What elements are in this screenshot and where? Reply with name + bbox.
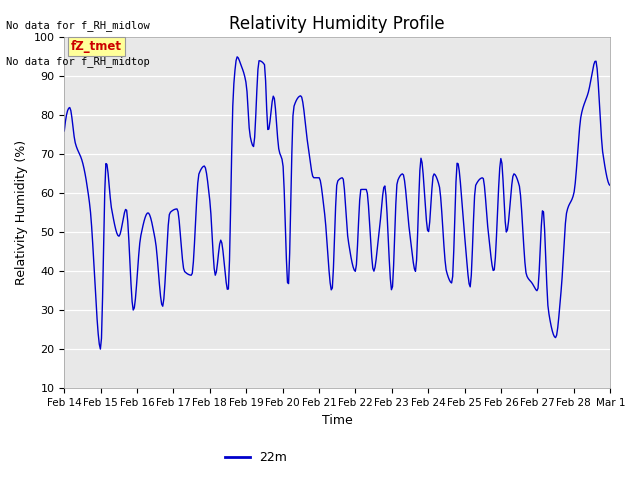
Text: fZ_tmet: fZ_tmet <box>71 40 122 53</box>
Y-axis label: Relativity Humidity (%): Relativity Humidity (%) <box>15 140 28 286</box>
X-axis label: Time: Time <box>322 414 353 427</box>
Text: No data for f_RH_midlow: No data for f_RH_midlow <box>6 21 150 31</box>
Text: No data for f_RH_midtop: No data for f_RH_midtop <box>6 57 150 67</box>
Title: Relativity Humidity Profile: Relativity Humidity Profile <box>230 15 445 33</box>
Legend: 22m: 22m <box>220 446 292 469</box>
